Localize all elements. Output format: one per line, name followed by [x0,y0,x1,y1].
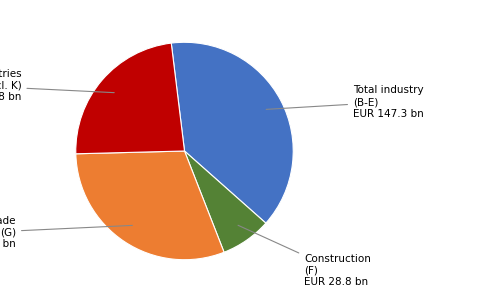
Text: Total industry
(B-E)
EUR 147.3 bn: Total industry (B-E) EUR 147.3 bn [266,85,424,119]
Text: Construction
(F)
EUR 28.8 bn: Construction (F) EUR 28.8 bn [238,225,371,287]
Wedge shape [171,42,293,223]
Wedge shape [76,43,184,154]
Text: Service industries
(H-S excl. K)
EUR  89.8 bn: Service industries (H-S excl. K) EUR 89.… [0,69,114,102]
Wedge shape [184,151,266,252]
Text: Trade
(G)
EUR 116.8 bn: Trade (G) EUR 116.8 bn [0,216,132,249]
Wedge shape [76,151,224,260]
